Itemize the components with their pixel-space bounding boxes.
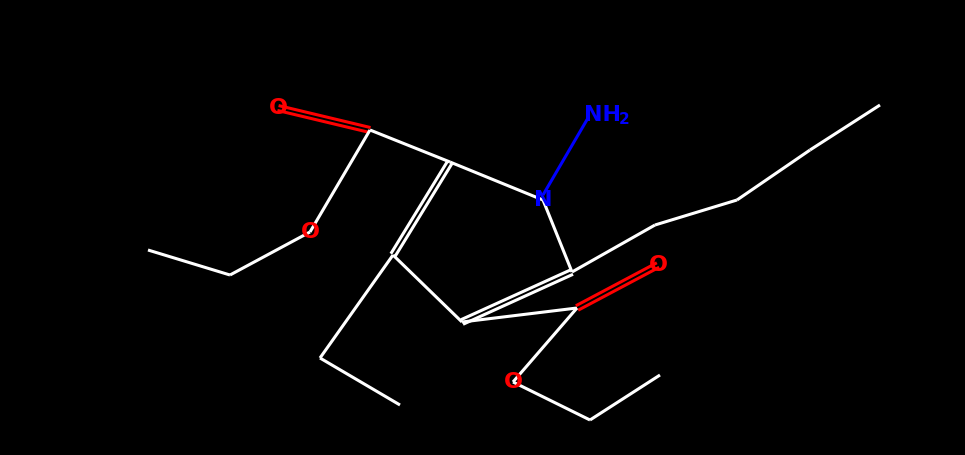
Text: O: O: [648, 255, 668, 275]
Text: NH: NH: [584, 105, 620, 125]
Text: N: N: [534, 190, 552, 210]
Text: O: O: [504, 372, 522, 392]
Text: O: O: [300, 222, 319, 242]
Text: O: O: [268, 98, 288, 118]
Text: 2: 2: [619, 111, 629, 126]
